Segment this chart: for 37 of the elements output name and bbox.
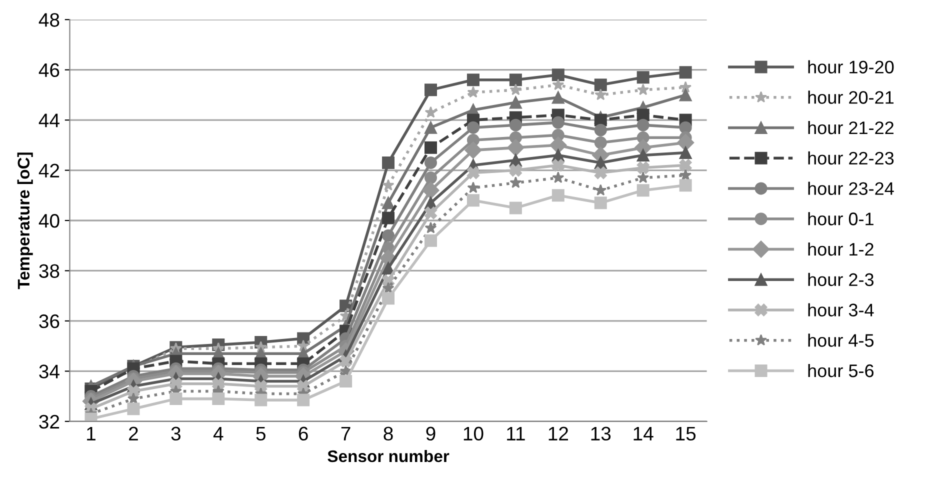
legend-label: hour 4-5 <box>808 334 874 347</box>
legend-label: hour 23-24 <box>808 182 894 195</box>
legend-label: hour 1-2 <box>808 242 874 256</box>
legend-label: hour 3-4 <box>808 303 874 316</box>
x-tick-label: 11 <box>507 426 525 440</box>
x-tick-label: 14 <box>634 426 654 440</box>
x-tick-label: 7 <box>341 426 350 440</box>
x-tick-label: 1 <box>87 426 96 440</box>
y-tick-label: 38 <box>39 264 60 278</box>
y-tick-label: 48 <box>38 13 60 27</box>
legend-label: hour 2-3 <box>808 272 874 286</box>
y-tick-label: 40 <box>38 214 60 228</box>
x-tick-label: 6 <box>298 426 308 441</box>
y-tick-label: 42 <box>38 164 60 178</box>
x-tick-label: 10 <box>464 426 484 441</box>
legend-label: hour 20-21 <box>808 90 894 104</box>
x-tick-label: 9 <box>426 426 436 441</box>
x-tick-label: 5 <box>256 426 266 441</box>
legend-label: hour 5-6 <box>808 364 874 378</box>
y-tick-label: 46 <box>38 63 60 78</box>
x-tick-label: 15 <box>676 426 696 441</box>
x-tick-label: 13 <box>591 426 611 441</box>
legend-label: hour 22-23 <box>808 151 894 165</box>
x-tick-label: 2 <box>129 426 138 440</box>
x-tick-label: 4 <box>213 426 224 440</box>
x-tick-label: 3 <box>171 426 180 441</box>
x-tick-label: 8 <box>384 426 393 441</box>
legend-label: hour 19-20 <box>808 60 894 74</box>
x-tick-label: 12 <box>548 426 568 440</box>
y-tick-label: 36 <box>39 314 60 328</box>
y-axis-title: Temperature [oC] <box>17 152 33 290</box>
y-tick-label: 44 <box>38 114 60 128</box>
y-tick-label: 34 <box>39 364 60 378</box>
x-axis-title: Sensor number <box>328 450 450 462</box>
legend-label: hour 21-22 <box>808 120 894 134</box>
y-tick-label: 32 <box>39 414 60 429</box>
legend-label: hour 0-1 <box>808 212 874 226</box>
